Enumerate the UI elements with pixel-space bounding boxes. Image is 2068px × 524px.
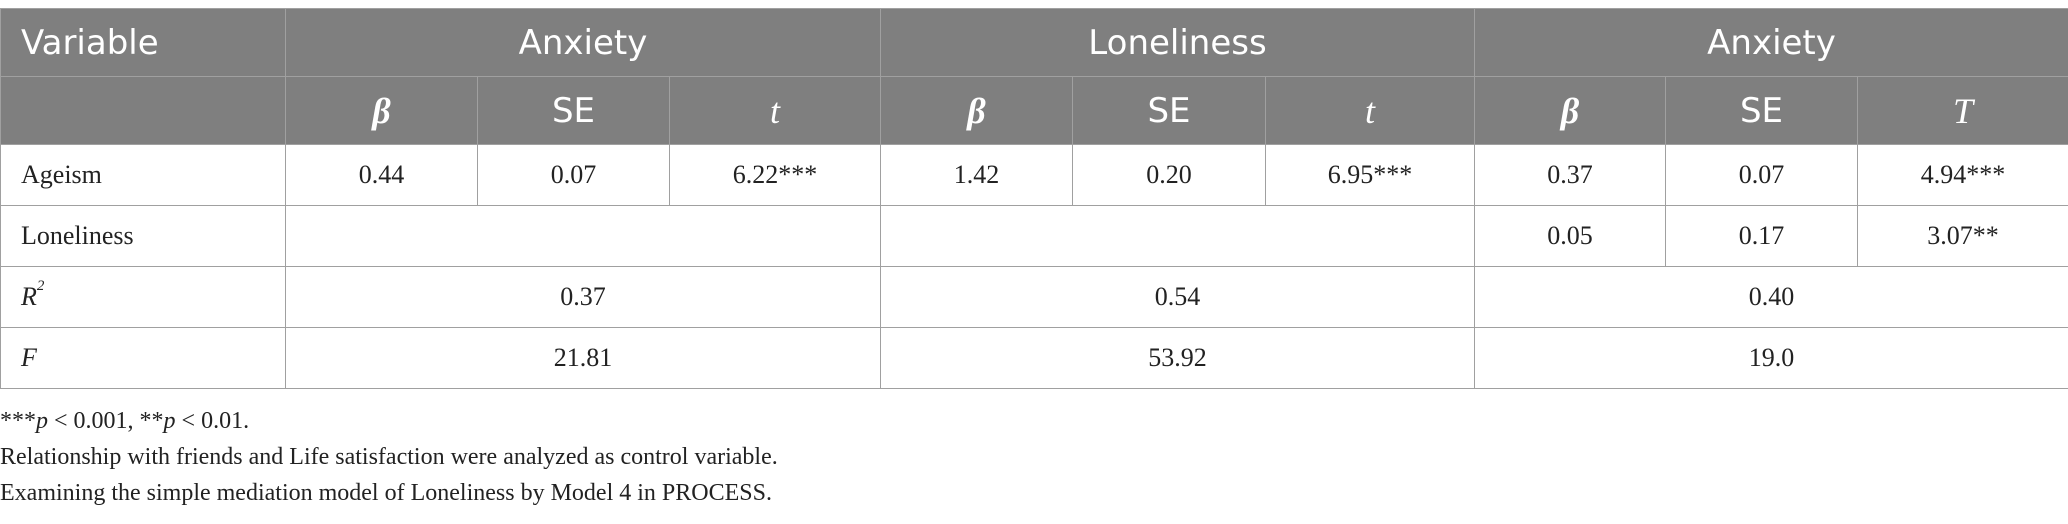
col-header-beta: β	[285, 76, 478, 145]
footnote-control-variables: Relationship with friends and Life satis…	[0, 444, 778, 470]
table-cell: 0.37	[285, 266, 881, 328]
col-header-t: T	[1857, 76, 2068, 145]
row-label-ageism: Ageism	[0, 144, 286, 206]
col-header-beta: β	[1474, 76, 1667, 145]
footnote-stars: **	[139, 408, 164, 434]
table-cell: 19.0	[1474, 327, 2068, 389]
table-cell: 1.42	[880, 144, 1073, 206]
footnote-p: p	[36, 408, 48, 434]
table-cell-empty	[285, 205, 881, 267]
table-cell: 0.05	[1474, 205, 1667, 267]
header-row-stats: β SE t β SE t β SE T	[0, 76, 2068, 145]
table-cell: 4.94***	[1857, 144, 2068, 206]
table-cell: 6.22***	[669, 144, 881, 206]
table-cell: 0.44	[285, 144, 478, 206]
footnote-model: Examining the simple mediation model of …	[0, 480, 772, 506]
r-squared-label: R	[21, 282, 37, 311]
table-cell: 3.07**	[1857, 205, 2068, 267]
table-cell: 0.07	[1665, 144, 1859, 206]
table-cell: 0.40	[1474, 266, 2068, 328]
table-cell: 0.37	[1474, 144, 1667, 206]
col-header-se: SE	[477, 76, 670, 145]
group-header-loneliness: Loneliness	[879, 8, 1476, 77]
table-cell: 0.54	[879, 266, 1476, 328]
footnote-p: p	[163, 408, 176, 434]
col-header-t: t	[1264, 76, 1476, 145]
table-row: Ageism 0.44 0.07 6.22*** 1.42 0.20 6.95*…	[0, 144, 2068, 206]
table-cell: 0.20	[1072, 144, 1266, 206]
table-row: R2 0.37 0.54 0.40	[0, 266, 2068, 328]
mediation-results-table: Variable Anxiety Loneliness Anxiety β SE…	[0, 8, 2068, 389]
col-header-t: t	[669, 76, 881, 145]
table-cell-empty	[879, 205, 1476, 267]
row-label-f: F	[0, 327, 286, 389]
results-table-container: Variable Anxiety Loneliness Anxiety β SE…	[0, 8, 2068, 511]
table-cell: 0.07	[477, 144, 670, 206]
col-header-se: SE	[1072, 76, 1266, 145]
footnote-text: < 0.01.	[175, 408, 250, 434]
row-label-r-squared: R2	[0, 266, 286, 328]
footnote-text: < 0.001,	[48, 408, 140, 434]
group-header-anxiety-1: Anxiety	[285, 8, 881, 77]
col-header-se: SE	[1665, 76, 1859, 145]
table-footnotes: ***p < 0.001, **p < 0.01. Relationship w…	[0, 403, 2068, 511]
table-cell: 6.95***	[1264, 144, 1476, 206]
table-cell: 21.81	[285, 327, 881, 389]
r-squared-superscript: 2	[36, 278, 45, 294]
footnote-significance: ***p < 0.001, **p < 0.01.	[0, 403, 2068, 439]
variable-header: Variable	[0, 8, 286, 77]
col-header-beta: β	[880, 76, 1073, 145]
table-row: F 21.81 53.92 19.0	[0, 327, 2068, 389]
group-header-anxiety-2: Anxiety	[1474, 8, 2068, 77]
header-row-groups: Variable Anxiety Loneliness Anxiety	[0, 8, 2068, 77]
row-label-loneliness: Loneliness	[0, 205, 286, 267]
variable-header-blank	[0, 76, 286, 145]
table-cell: 0.17	[1665, 205, 1859, 267]
table-cell: 53.92	[879, 327, 1476, 389]
footnote-stars: ***	[0, 408, 36, 434]
table-row: Loneliness 0.05 0.17 3.07**	[0, 205, 2068, 267]
